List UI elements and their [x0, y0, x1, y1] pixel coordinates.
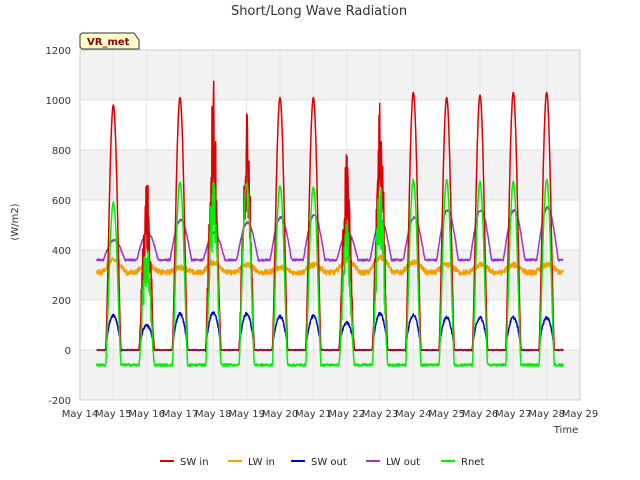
y-tick-label: 400	[52, 246, 71, 257]
legend-label: SW in	[180, 457, 209, 468]
y-tick-label: 800	[52, 146, 71, 157]
y-axis-label: (W/m2)	[10, 203, 21, 240]
x-tick-label: May 18	[195, 409, 232, 420]
legend-label: SW out	[311, 457, 347, 468]
x-axis-label: Time	[553, 425, 578, 436]
plot-band	[80, 50, 580, 100]
y-tick-label: 0	[65, 346, 71, 357]
plot-band	[80, 100, 580, 150]
x-tick-label: May 25	[428, 409, 465, 420]
plot-band	[80, 350, 580, 400]
series-layer	[95, 80, 565, 367]
y-tick-label: 1000	[46, 96, 71, 107]
x-tick-label: May 27	[495, 409, 532, 420]
plot-band	[80, 300, 580, 350]
series-line-rnet	[95, 178, 565, 367]
x-tick-label: May 29	[562, 409, 599, 420]
site-label: VR_met	[87, 37, 130, 48]
x-tick-label: May 21	[295, 409, 332, 420]
x-tick-label: May 23	[362, 409, 399, 420]
y-tick-label: 1200	[46, 46, 71, 57]
x-tick-label: May 17	[162, 409, 199, 420]
y-tick-label: 600	[52, 196, 71, 207]
y-tick-label: -200	[48, 396, 71, 407]
x-tick-label: May 22	[328, 409, 365, 420]
plot-frame	[79, 49, 581, 401]
y-tick-labels: -200 0 200 400 600 800 1000 1200	[46, 46, 71, 407]
x-tick-label: May 26	[462, 409, 499, 420]
legend-label: Rnet	[461, 457, 484, 468]
x-tick-label: May 19	[228, 409, 265, 420]
plot-band	[80, 150, 580, 200]
x-tick-label: May 15	[95, 409, 132, 420]
plot-band	[80, 200, 580, 250]
x-tick-label: May 14	[62, 409, 99, 420]
x-tick-label: May 24	[395, 409, 432, 420]
y-tick-label: 200	[52, 296, 71, 307]
legend-label: LW out	[386, 457, 420, 468]
chart-title: Short/Long Wave Radiation	[231, 4, 407, 19]
series-line-sw-in	[96, 80, 564, 351]
legend-label: LW in	[248, 457, 275, 468]
legend: SW in LW in SW out LW out Rnet	[160, 457, 484, 468]
x-tick-label: May 20	[262, 409, 299, 420]
x-tick-label: May 28	[528, 409, 565, 420]
site-label-box: VR_met	[79, 32, 140, 50]
x-tick-label: May 16	[128, 409, 165, 420]
plot-background-bands	[80, 50, 580, 400]
